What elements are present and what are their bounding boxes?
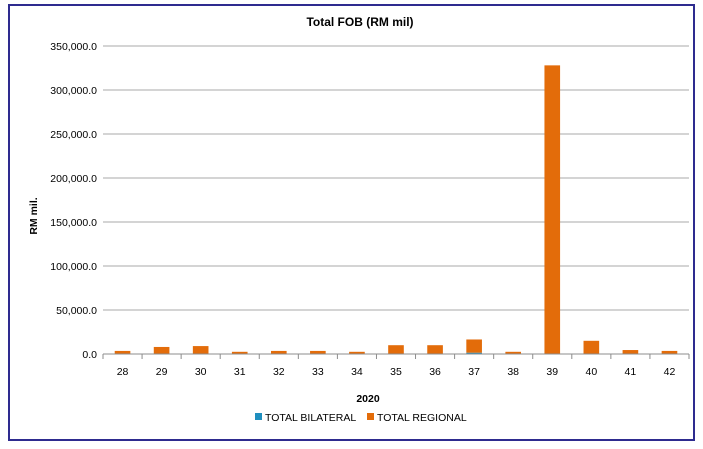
x-tick-label: 30: [195, 366, 207, 378]
y-tick-labels: 0.0 50,000.0 100,000.0 150,000.0 200,000.0 25…: [50, 41, 97, 361]
bar-total-regional-30: [192, 346, 209, 354]
x-tick-label: 28: [117, 366, 129, 378]
bar-total-regional-35: [388, 345, 404, 354]
legend-label: TOTAL REGIONAL: [377, 412, 467, 424]
bar-total-regional-34: [349, 351, 365, 354]
y-tick-label: 0.0: [82, 349, 97, 361]
chart-frame: Total FOB (RM mil) 0.0 50,000.0 100,000.0 1…: [8, 4, 695, 441]
gridlines: [103, 45, 689, 355]
y-tick-label: 100,000.0: [50, 261, 97, 273]
bar-total-regional-31: [231, 351, 248, 354]
bar-total-regional-28: [114, 350, 131, 354]
x-axis-label: 2020: [356, 393, 380, 405]
bar-total-regional-37: [466, 339, 482, 353]
x-tick-label: 34: [351, 366, 363, 378]
y-tick-label: 150,000.0: [50, 217, 97, 229]
bar-total-regional-42: [661, 350, 678, 354]
x-tick-label: 40: [585, 366, 597, 378]
x-tick-label: 32: [273, 366, 285, 378]
bar-chart: Total FOB (RM mil) 0.0 50,000.0 100,000.0 1…: [28, 15, 690, 424]
x-tick-label: 39: [546, 366, 558, 378]
x-tick-label: 31: [234, 366, 246, 378]
y-axis-label: RM mil.: [28, 197, 40, 234]
x-tick-label: 37: [468, 366, 480, 378]
bar-total-regional-41: [622, 350, 639, 354]
legend: TOTAL BILATERAL TOTAL REGIONAL: [255, 412, 467, 424]
y-tick-label: 200,000.0: [50, 173, 97, 185]
bar-total-regional-33: [310, 350, 326, 354]
legend-label: TOTAL BILATERAL: [265, 412, 356, 424]
y-tick-label: 350,000.0: [50, 41, 97, 53]
bars: [114, 65, 678, 354]
bar-total-regional-40: [583, 340, 600, 354]
x-tick-label: 38: [507, 366, 519, 378]
bar-total-regional-29: [153, 346, 170, 354]
bar-total-bilateral-37: [466, 352, 482, 354]
chart-title: Total FOB (RM mil): [306, 15, 413, 29]
legend-swatch: [367, 413, 374, 420]
y-tick-label: 250,000.0: [50, 129, 97, 141]
x-tick-label: 36: [429, 366, 441, 378]
y-tick-label: 300,000.0: [50, 85, 97, 97]
x-tick-label: 29: [156, 366, 168, 378]
x-tick-label: 42: [664, 366, 676, 378]
bar-total-regional-36: [427, 345, 443, 354]
bar-total-regional-38: [505, 351, 522, 354]
y-tick-label: 50,000.0: [56, 305, 97, 317]
x-tick-label: 41: [625, 366, 637, 378]
x-tick-label: 35: [390, 366, 402, 378]
bar-total-regional-39: [544, 65, 561, 354]
bar-total-regional-32: [270, 350, 287, 354]
x-axis: 28 29 30 31 32 33 34 35 36 37 38 39 40 41 42: [102, 353, 690, 378]
legend-swatch: [255, 413, 262, 420]
x-tick-label: 33: [312, 366, 324, 378]
